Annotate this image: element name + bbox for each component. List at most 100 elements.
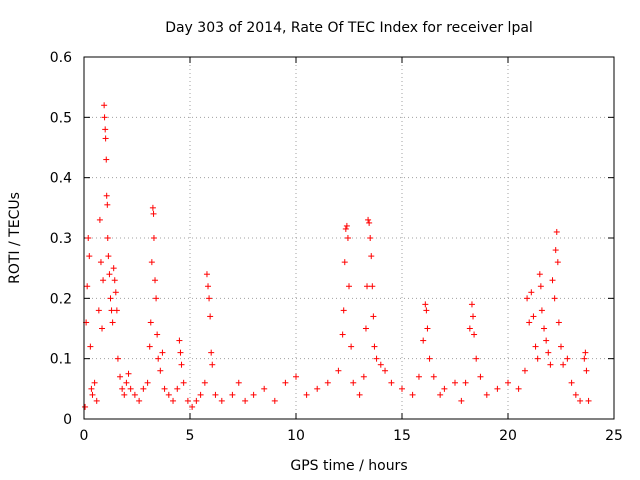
data-point <box>585 397 592 404</box>
data-point <box>373 355 380 362</box>
x-tick-label: 15 <box>393 428 411 444</box>
x-tick-label: 10 <box>287 428 305 444</box>
data-point <box>515 385 522 392</box>
data-point <box>136 397 143 404</box>
data-point <box>572 391 579 398</box>
data-point <box>360 373 367 380</box>
data-point <box>150 235 157 241</box>
data-point <box>206 295 213 302</box>
data-point <box>111 277 118 284</box>
data-point <box>282 379 289 386</box>
data-point <box>468 301 475 308</box>
data-point <box>103 192 110 199</box>
data-point <box>551 295 558 302</box>
x-axis-label: GPS time / hours <box>290 458 407 474</box>
data-point <box>293 373 299 380</box>
data-point <box>157 367 164 374</box>
data-point <box>85 235 92 241</box>
data-point <box>369 283 376 290</box>
data-point <box>178 361 185 368</box>
data-point <box>452 379 458 386</box>
data-point <box>340 307 347 314</box>
data-point <box>582 349 589 356</box>
y-tick-label: 0 <box>63 412 72 428</box>
data-point <box>477 373 484 380</box>
data-point <box>545 349 552 356</box>
data-point <box>473 355 480 362</box>
data-point <box>577 397 584 404</box>
x-tick-label: 5 <box>186 428 195 444</box>
data-point <box>388 379 395 386</box>
data-point <box>415 373 422 380</box>
data-point <box>144 379 151 386</box>
data-point <box>89 391 96 398</box>
data-point <box>108 307 115 314</box>
data-point <box>437 391 444 398</box>
data-point <box>212 391 219 398</box>
data-point <box>530 313 537 320</box>
y-axis-label: ROTI / TECUs <box>7 192 23 284</box>
data-point <box>366 219 373 226</box>
data-point <box>528 289 535 296</box>
data-point <box>152 277 159 284</box>
data-point <box>82 403 89 410</box>
data-point <box>532 343 539 350</box>
x-tick-label: 20 <box>499 428 517 444</box>
data-point <box>114 355 121 362</box>
data-point <box>174 385 181 392</box>
data-point <box>87 343 94 350</box>
x-tick-label: 0 <box>80 428 89 444</box>
data-point <box>104 235 111 241</box>
data-point <box>409 391 416 398</box>
data-point <box>193 397 200 404</box>
x-tick-label: 25 <box>605 428 623 444</box>
data-point <box>147 319 154 326</box>
data-point <box>346 283 352 290</box>
data-point <box>218 397 225 404</box>
data-point <box>112 289 119 296</box>
data-point <box>560 361 567 368</box>
data-point <box>430 373 437 380</box>
data-point <box>483 391 490 398</box>
y-tick-label: 0.6 <box>50 50 72 66</box>
data-point <box>109 319 116 326</box>
y-tick-label: 0.5 <box>50 110 72 126</box>
data-point <box>113 307 120 314</box>
data-point <box>127 385 134 392</box>
y-tick-label: 0.2 <box>50 291 72 307</box>
data-point <box>462 379 469 386</box>
data-point <box>177 349 184 356</box>
data-point <box>371 343 378 350</box>
data-point <box>471 331 478 338</box>
data-point <box>184 397 191 404</box>
data-point <box>426 355 433 362</box>
data-point <box>86 253 93 260</box>
data-point <box>110 265 117 272</box>
data-point <box>100 277 107 284</box>
data-point <box>365 216 372 223</box>
data-point <box>189 403 196 410</box>
data-point <box>104 201 111 208</box>
data-point <box>170 397 177 404</box>
data-point <box>176 337 183 344</box>
data-point <box>583 367 590 374</box>
y-tick-label: 0.3 <box>50 231 72 247</box>
data-point <box>537 283 544 290</box>
data-points <box>82 102 592 410</box>
data-point <box>534 355 541 362</box>
data-point <box>420 337 427 344</box>
data-point <box>356 391 363 398</box>
data-point <box>555 319 562 326</box>
data-point <box>553 228 560 235</box>
data-point <box>165 391 172 398</box>
data-point <box>91 379 98 386</box>
data-point <box>149 204 156 211</box>
data-point <box>121 391 128 398</box>
data-point <box>119 385 126 392</box>
data-point <box>235 379 242 386</box>
data-point <box>99 325 106 332</box>
data-point <box>377 361 384 368</box>
data-point <box>370 313 377 320</box>
